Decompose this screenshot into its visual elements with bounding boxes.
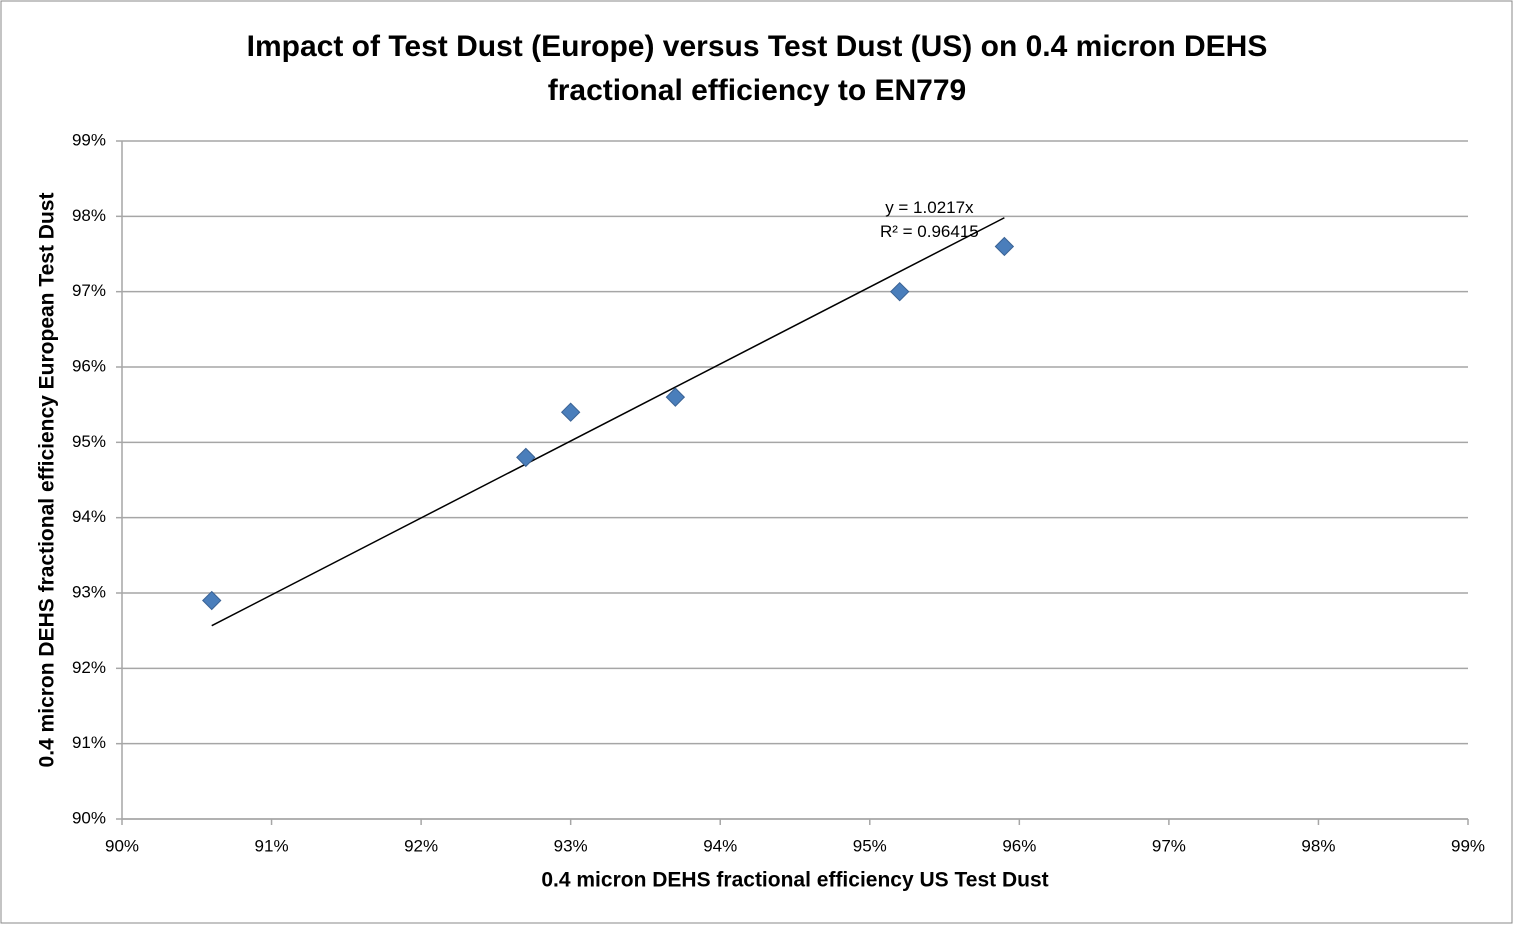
x-tick-label: 91%	[255, 836, 289, 855]
y-tick-label: 98%	[72, 206, 106, 225]
y-axis-title: 0.4 micron DEHS fractional efficiency Eu…	[36, 193, 59, 768]
x-axis-title: 0.4 micron DEHS fractional efficiency US…	[541, 869, 1048, 892]
chart-title: Impact of Test Dust (Europe) versus Test…	[247, 30, 1268, 63]
point	[889, 281, 910, 302]
chart-title: fractional efficiency to EN779	[548, 74, 966, 107]
y-tick-label: 91%	[72, 733, 106, 752]
point	[202, 590, 222, 611]
trendline-r2: R² = 0.96415	[880, 222, 979, 241]
trendline-equation: y = 1.0217x	[885, 198, 974, 217]
x-tick-label: 98%	[1301, 836, 1335, 855]
y-tick-label: 96%	[72, 356, 106, 375]
x-tick-label: 93%	[554, 836, 588, 855]
point	[994, 236, 1015, 257]
x-tick-label: 97%	[1152, 836, 1186, 855]
point	[516, 447, 536, 468]
trendline	[211, 217, 1005, 627]
y-tick-label: 97%	[72, 281, 106, 300]
x-tick-label: 90%	[105, 836, 139, 855]
y-tick-label: 92%	[72, 658, 106, 677]
x-tick-label: 95%	[853, 836, 887, 855]
y-tick-label: 90%	[72, 808, 106, 827]
y-tick-label: 99%	[72, 130, 106, 149]
x-tick-label: 96%	[1002, 836, 1036, 855]
x-tick-label: 92%	[404, 836, 438, 855]
y-tick-label: 94%	[72, 507, 106, 526]
y-tick-label: 93%	[72, 582, 106, 601]
point	[665, 387, 686, 407]
y-tick-label: 95%	[72, 432, 106, 451]
point	[560, 402, 581, 422]
x-tick-label: 99%	[1451, 836, 1485, 855]
x-tick-label: 94%	[703, 836, 737, 855]
